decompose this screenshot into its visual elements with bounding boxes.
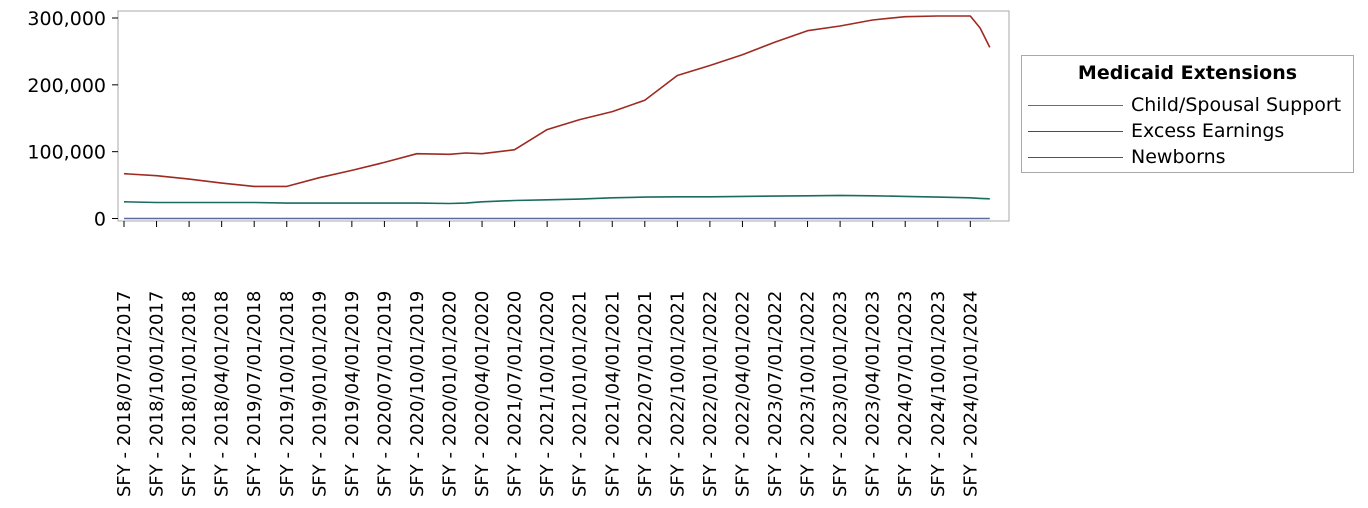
x-tick-label: SFY - 2019/01/01/2019 [309,291,330,497]
x-tick-label: SFY - 2018/10/01/2017 [147,291,168,497]
x-tick-label: SFY - 2020/10/01/2019 [407,291,428,497]
plot-frame [117,10,1010,222]
x-tick-label: SFY - 2022/10/01/2021 [667,291,688,497]
legend-swatch-excess-earnings [1028,130,1123,132]
x-tick-label: SFY - 2023/07/01/2022 [765,291,786,497]
x-tick-label: SFY - 2024/10/01/2023 [928,291,949,497]
x-tick-label: SFY - 2024/07/01/2023 [895,291,916,497]
x-tick-label: SFY - 2020/07/01/2019 [374,291,395,497]
legend-swatch-newborns [1028,156,1123,158]
x-tick-label: SFY - 2020/04/01/2020 [472,291,493,497]
y-axis: 0 100,000 200,000 300,000 [27,8,118,231]
y-tick-label: 0 [94,209,106,231]
series-line-newborns [123,194,990,205]
x-tick-label: SFY - 2024/01/01/2024 [960,291,981,497]
legend-swatch-child-spousal-support [1028,104,1123,106]
x-tick-label: SFY - 2019/10/01/2018 [277,291,298,497]
legend-entry-newborns: Newborns [1028,144,1226,170]
x-tick-label: SFY - 2020/01/01/2020 [440,291,461,497]
legend-label-child-spousal-support: Child/Spousal Support [1131,94,1342,116]
x-axis: SFY - 2018/07/01/2017 SFY - 2018/10/01/20… [114,221,981,497]
x-tick-label: SFY - 2022/04/01/2022 [732,291,753,497]
x-tick-label: SFY - 2023/10/01/2022 [798,291,819,497]
x-tick-label: SFY - 2021/01/01/2021 [570,291,591,497]
x-tick-label: SFY - 2019/04/01/2019 [342,291,363,497]
y-tick-label: 200,000 [27,75,106,97]
legend: Medicaid Extensions Child/Spousal Suppor… [1021,55,1354,173]
x-tick-label: SFY - 2021/04/01/2021 [602,291,623,497]
legend-title: Medicaid Extensions [1077,62,1298,84]
series-layer [123,15,991,220]
x-tick-label: SFY - 2019/07/01/2018 [244,291,265,497]
legend-entry-excess-earnings: Excess Earnings [1028,118,1284,144]
x-tick-label: SFY - 2023/04/01/2023 [863,291,884,497]
y-tick-label: 300,000 [27,8,106,30]
x-tick-label: SFY - 2018/01/01/2018 [179,291,200,497]
x-tick-label: SFY - 2021/07/01/2020 [505,291,526,497]
series-line-excess-earnings [123,15,991,188]
x-tick-label: SFY - 2022/07/01/2021 [635,291,656,497]
x-tick-label: SFY - 2018/07/01/2017 [114,291,135,497]
legend-entry-child-spousal-support: Child/Spousal Support [1028,92,1341,118]
x-tick-label: SFY - 2022/01/01/2022 [700,291,721,497]
x-tick-label: SFY - 2018/04/01/2018 [212,291,233,497]
y-tick-label: 100,000 [27,142,106,164]
x-tick-label: SFY - 2021/10/01/2020 [537,291,558,497]
legend-label-excess-earnings: Excess Earnings [1131,120,1285,142]
legend-label-newborns: Newborns [1131,146,1226,168]
x-tick-label: SFY - 2023/01/01/2023 [830,291,851,497]
